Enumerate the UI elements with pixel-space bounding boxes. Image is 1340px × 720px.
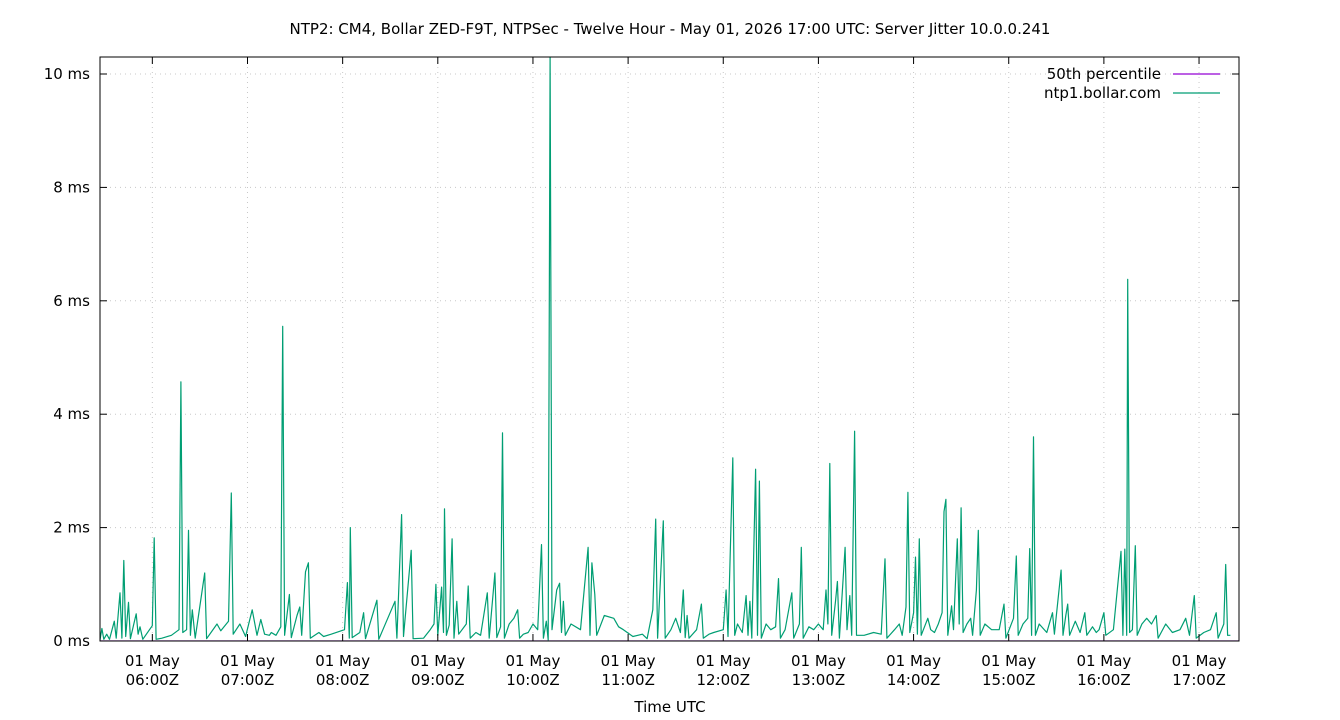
x-tick-label-time: 10:00Z	[506, 671, 560, 689]
x-tick-label-time: 14:00Z	[887, 671, 941, 689]
x-tick-label-time: 13:00Z	[792, 671, 846, 689]
y-tick-label: 8 ms	[53, 178, 90, 196]
x-tick-label-time: 08:00Z	[316, 671, 370, 689]
x-tick-label-date: 01 May	[506, 652, 561, 670]
x-tick-label-time: 11:00Z	[601, 671, 655, 689]
x-tick-label-date: 01 May	[886, 652, 941, 670]
x-tick-label-time: 06:00Z	[126, 671, 180, 689]
tick-marks	[100, 57, 1239, 642]
x-tick-label-date: 01 May	[410, 652, 465, 670]
x-tick-label-time: 09:00Z	[411, 671, 465, 689]
x-tick-label-date: 01 May	[601, 652, 656, 670]
x-tick-label-time: 15:00Z	[982, 671, 1036, 689]
x-tick-label-time: 07:00Z	[221, 671, 275, 689]
x-tick-label-time: 12:00Z	[697, 671, 751, 689]
legend-label: 50th percentile	[1047, 65, 1161, 83]
y-tick-label: 10 ms	[44, 65, 90, 83]
y-tick-label: 0 ms	[53, 632, 90, 650]
x-tick-label-date: 01 May	[1172, 652, 1227, 670]
x-axis-label: Time UTC	[633, 698, 705, 716]
plot-frame	[99, 56, 1240, 642]
y-axis: 0 ms 2 ms 4 ms 6 ms 8 ms 10 ms	[44, 65, 90, 650]
x-tick-label-date: 01 May	[791, 652, 846, 670]
y-tick-label: 6 ms	[53, 292, 90, 310]
grid-lines	[100, 57, 1239, 641]
x-tick-label-date: 01 May	[1076, 652, 1131, 670]
x-tick-label-date: 01 May	[125, 652, 180, 670]
y-tick-label: 2 ms	[53, 519, 90, 537]
series-line-ntp1	[100, 57, 1231, 641]
y-tick-label: 4 ms	[53, 405, 90, 423]
x-tick-label-date: 01 May	[220, 652, 275, 670]
x-tick-label-date: 01 May	[981, 652, 1036, 670]
x-tick-label-date: 01 May	[315, 652, 370, 670]
x-tick-label-time: 17:00Z	[1172, 671, 1226, 689]
legend-label: ntp1.bollar.com	[1044, 84, 1161, 102]
chart-title: NTP2: CM4, Bollar ZED-F9T, NTPSec - Twel…	[290, 20, 1051, 38]
x-tick-label-time: 16:00Z	[1077, 671, 1131, 689]
series-layer	[100, 57, 1239, 641]
x-tick-label-date: 01 May	[696, 652, 751, 670]
